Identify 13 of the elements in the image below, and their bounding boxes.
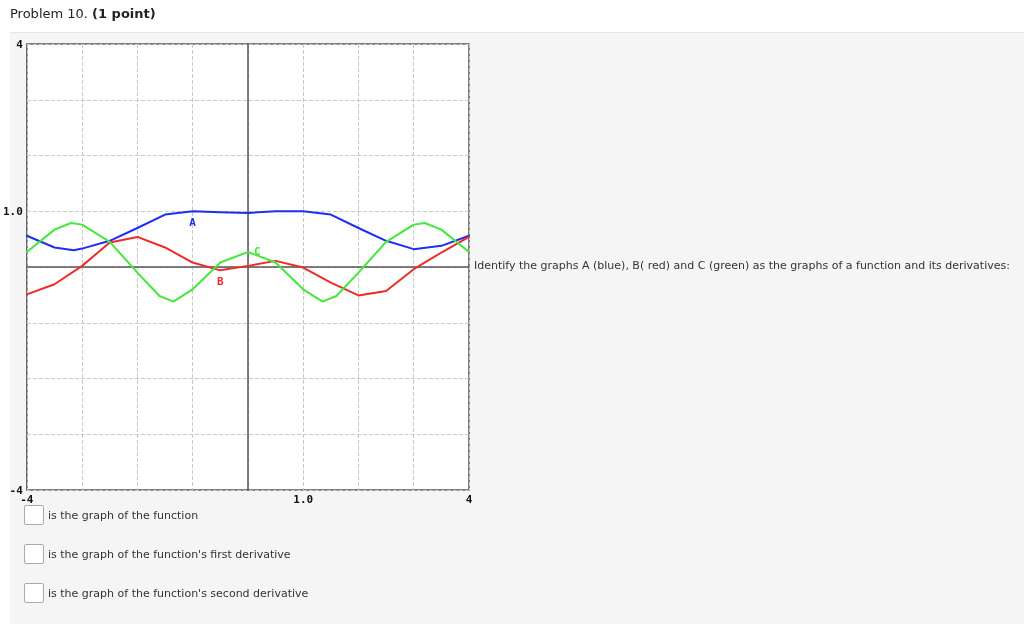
line-series xyxy=(25,235,470,297)
text: is the graph of the function's second derivative xyxy=(48,586,309,600)
series-label: B xyxy=(216,275,224,289)
text: is the graph of the function xyxy=(48,508,199,522)
chart-title: Problem 10. (1 point) xyxy=(10,6,156,21)
x-tick-label: 1.0 xyxy=(293,493,314,506)
series-label: C xyxy=(253,245,261,259)
text: Identify the graphs A (blue), B( red) and C (green) as the graphs of a function and its derivatives: xyxy=(474,259,1010,272)
series-label: A xyxy=(189,216,197,230)
text: is the graph of the function's first derivative xyxy=(48,547,291,561)
x-tick-label: 4 xyxy=(465,493,473,506)
y-tick-label: 4 xyxy=(16,37,24,51)
y-tick-label: 1.0 xyxy=(2,204,23,218)
